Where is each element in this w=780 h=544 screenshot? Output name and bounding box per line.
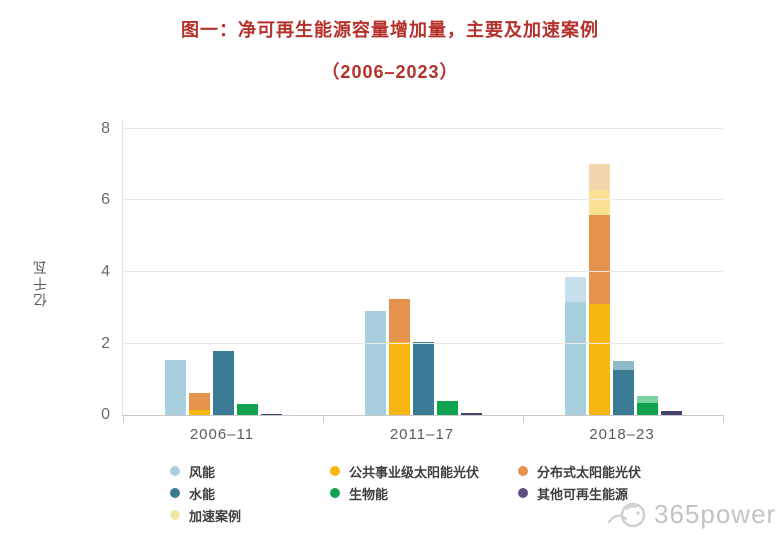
x-category-label: 2011–17 bbox=[389, 426, 455, 443]
bar-segment bbox=[660, 411, 682, 415]
bar-segment bbox=[436, 401, 458, 415]
legend-label: 水能 bbox=[189, 486, 216, 502]
bar-segment bbox=[188, 392, 210, 410]
bar-solar-pv bbox=[188, 392, 210, 415]
bar-segment bbox=[388, 341, 410, 415]
x-axis-tick bbox=[523, 415, 524, 423]
bar-other-renewables bbox=[260, 413, 282, 415]
bar-segment bbox=[588, 164, 610, 190]
bar-segment bbox=[364, 311, 386, 415]
distributed-solar-pv-legend-dot bbox=[518, 466, 528, 476]
y-tick-label: 4 bbox=[101, 262, 110, 280]
bar-segment bbox=[612, 361, 634, 371]
legend-item-hydro: 水能 bbox=[170, 482, 241, 504]
bar-hydro bbox=[412, 341, 434, 415]
legend-item-wind: 风能 bbox=[170, 460, 241, 482]
legend-item-other-renewables: 其他可再生能源 bbox=[518, 482, 641, 504]
bar-group bbox=[323, 120, 523, 415]
x-axis-tick bbox=[123, 415, 124, 423]
legend-label: 风能 bbox=[189, 464, 216, 480]
legend-item-distributed-solar-pv: 分布式太阳能光伏 bbox=[518, 460, 641, 482]
x-axis-tick bbox=[323, 415, 324, 423]
legend-label: 分布式太阳能光伏 bbox=[537, 464, 642, 480]
bar-segment bbox=[588, 304, 610, 415]
chart-subtitle: （2006–2023） bbox=[321, 62, 459, 82]
hydro-legend-dot bbox=[170, 488, 180, 498]
legend-column: 分布式太阳能光伏 其他可再生能源 bbox=[518, 460, 641, 504]
legend-item-bioenergy: 生物能 bbox=[330, 482, 479, 504]
bar-segment bbox=[564, 302, 586, 415]
legend-label: 其他可再生能源 bbox=[537, 486, 629, 502]
bars-layer bbox=[123, 120, 723, 415]
bar-segment bbox=[636, 403, 658, 415]
bar-segment bbox=[588, 189, 610, 215]
utility-solar-pv-legend-dot bbox=[330, 466, 340, 476]
y-tick-label: 6 bbox=[101, 191, 110, 209]
bar-wind bbox=[364, 311, 386, 415]
bar-wind bbox=[564, 276, 586, 415]
x-category-label: 2018–23 bbox=[589, 426, 655, 443]
bar-segment bbox=[164, 359, 186, 415]
bar-segment bbox=[412, 341, 434, 415]
y-tick-label: 8 bbox=[101, 119, 110, 137]
other-renewables-legend-dot bbox=[518, 488, 528, 498]
x-category-label: 2006–11 bbox=[189, 426, 255, 443]
bar-bioenergy bbox=[636, 396, 658, 415]
watermark: 365power bbox=[606, 496, 776, 532]
gridline bbox=[123, 199, 723, 201]
y-tick-label: 2 bbox=[101, 334, 110, 352]
wind-legend-dot bbox=[170, 466, 180, 476]
legend-item-accelerated-case: 加速案例 bbox=[170, 504, 241, 526]
legend: 风能 水能 加速案例 公共事业级太阳能光伏 生物能 分布式太阳能光伏 其他可再生能源 bbox=[0, 460, 780, 530]
bar-solar-pv bbox=[588, 164, 610, 415]
bar-other-renewables bbox=[660, 411, 682, 415]
365power-logo-icon bbox=[607, 502, 646, 528]
bar-segment bbox=[188, 409, 210, 415]
bar-segment bbox=[588, 214, 610, 305]
bar-segment bbox=[212, 351, 234, 415]
bar-bioenergy bbox=[436, 401, 458, 415]
bar-wind bbox=[164, 359, 186, 415]
legend-column: 公共事业级太阳能光伏 生物能 bbox=[330, 460, 479, 504]
bar-bioenergy bbox=[236, 404, 258, 415]
bar-segment bbox=[260, 413, 282, 415]
y-axis-labels: 0 2 4 6 8 bbox=[72, 119, 110, 423]
legend-label: 生物能 bbox=[349, 486, 389, 502]
bioenergy-legend-dot bbox=[330, 488, 340, 498]
chart-title: 图一：净可再生能源容量增加量，主要及加速案例 bbox=[181, 20, 599, 40]
watermark-text: 365power bbox=[654, 498, 777, 529]
legend-label: 加速案例 bbox=[189, 508, 242, 524]
bar-hydro bbox=[612, 361, 634, 415]
bar-solar-pv bbox=[388, 298, 410, 415]
plot-area bbox=[122, 120, 724, 423]
bar-other-renewables bbox=[460, 412, 482, 415]
gridline bbox=[123, 342, 723, 344]
bar-segment bbox=[636, 396, 658, 404]
y-axis-title: 亿千瓦 bbox=[32, 259, 48, 307]
legend-column: 风能 水能 加速案例 bbox=[170, 460, 241, 526]
bar-group bbox=[123, 120, 323, 415]
bar-segment bbox=[388, 298, 410, 342]
bar-segment bbox=[236, 404, 258, 415]
gridline bbox=[123, 127, 723, 129]
bar-segment bbox=[564, 276, 586, 303]
bar-hydro bbox=[212, 351, 234, 415]
x-axis-labels: 2006–11 2011–17 2018–23 bbox=[122, 426, 722, 443]
bar-segment bbox=[612, 370, 634, 415]
bar-group bbox=[523, 120, 723, 415]
legend-item-utility-solar-pv: 公共事业级太阳能光伏 bbox=[330, 460, 479, 482]
gridline bbox=[123, 270, 723, 272]
accelerated-case-legend-dot bbox=[170, 510, 180, 520]
bar-segment bbox=[460, 412, 482, 415]
x-axis-tick bbox=[723, 415, 724, 423]
y-tick-label: 0 bbox=[101, 406, 110, 423]
legend-label: 公共事业级太阳能光伏 bbox=[349, 464, 480, 480]
